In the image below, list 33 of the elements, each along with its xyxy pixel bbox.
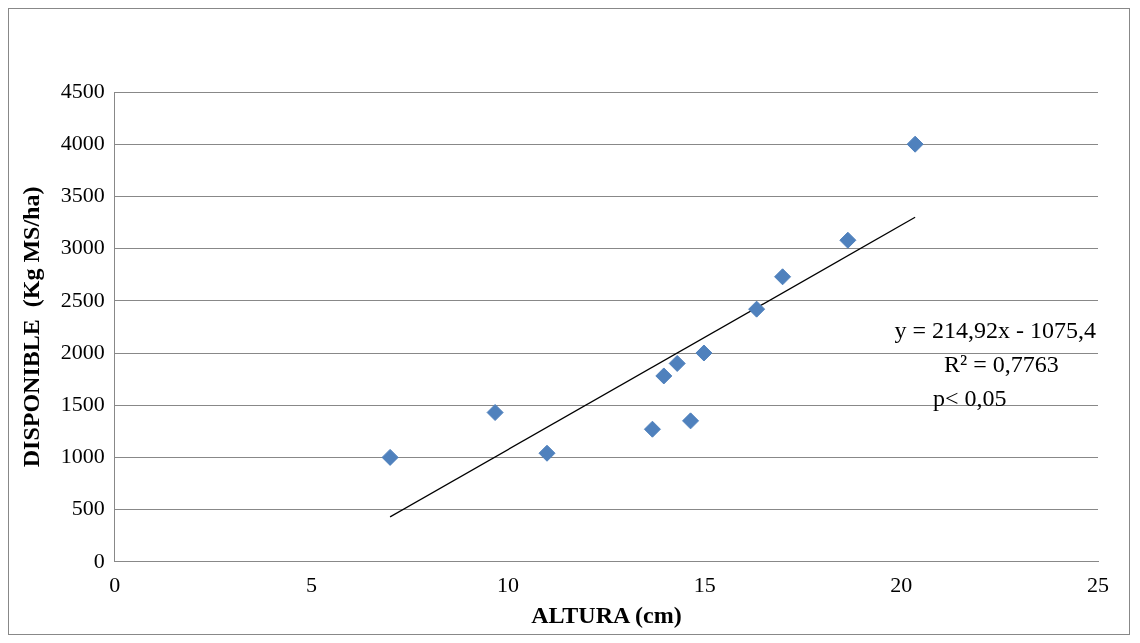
- point: [655, 367, 673, 385]
- y-tick-label: 0: [93, 547, 105, 573]
- y-tick-label: 2000: [60, 338, 105, 364]
- point: [682, 412, 700, 430]
- point: [748, 300, 766, 318]
- point: [538, 444, 556, 462]
- y-tick-label: 3000: [60, 234, 105, 260]
- y-tick-label: 2500: [60, 286, 105, 312]
- annotation: p< 0,05: [933, 385, 1007, 412]
- y-tick-label: 1500: [60, 390, 105, 416]
- point: [906, 135, 924, 153]
- x-tick-label: 0: [109, 571, 121, 597]
- point: [839, 231, 857, 249]
- x-tick-label: 25: [1087, 571, 1109, 597]
- annotation: y = 214,92x - 1075,4: [894, 317, 1097, 344]
- y-tick-label: 4500: [60, 77, 105, 103]
- y-axis-title: DISPONIBLE (Kg MS/ha): [17, 186, 44, 468]
- point: [668, 354, 686, 372]
- point: [643, 420, 661, 438]
- x-axis-title: ALTURA (cm): [531, 601, 682, 628]
- y-tick-label: 500: [71, 495, 105, 521]
- annotation: R² = 0,7763: [943, 351, 1059, 378]
- point: [695, 344, 713, 362]
- y-tick-label: 1000: [60, 443, 105, 469]
- x-tick-label: 20: [890, 571, 913, 597]
- x-tick-label: 15: [693, 571, 716, 597]
- point: [381, 448, 399, 466]
- x-tick-label: 5: [305, 571, 317, 597]
- point: [774, 268, 792, 286]
- y-tick-label: 3500: [60, 182, 105, 208]
- point: [486, 404, 504, 422]
- y-tick-label: 4000: [60, 129, 105, 155]
- x-tick-label: 10: [497, 571, 520, 597]
